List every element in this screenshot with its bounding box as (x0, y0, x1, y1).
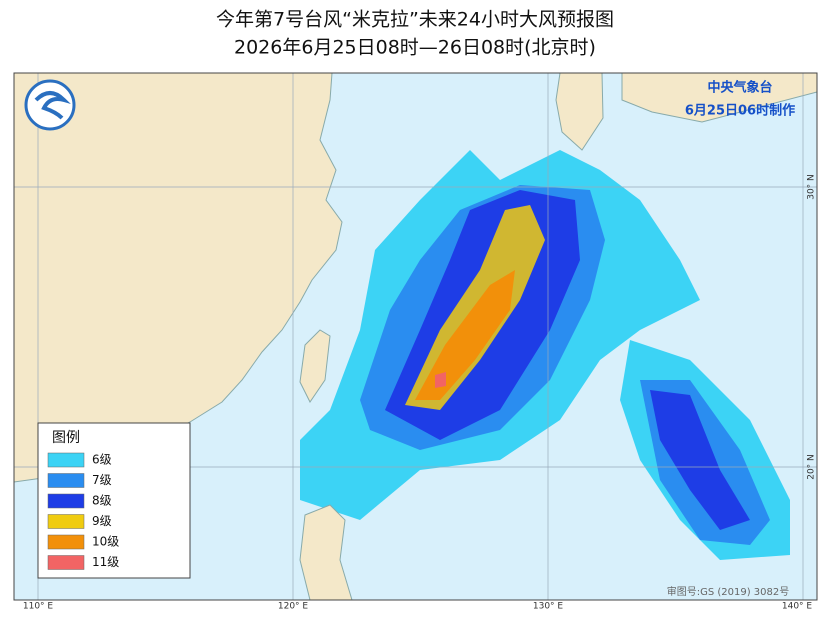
lon-label: 130° E (533, 602, 564, 612)
legend: 图例 6级 7级 8级 9级 10级 11级 (37, 422, 191, 579)
legend-swatch (47, 514, 85, 529)
wind-swath (415, 270, 515, 400)
legend-swatch (47, 493, 85, 509)
issued: 6月25日06时制作 (685, 103, 795, 119)
map-frame (13, 72, 818, 601)
agency: 中央气象台 (707, 80, 772, 96)
lon-label: 110° E (23, 602, 54, 612)
subtitle: 2026年6月25日08时—26日08时(北京时) (234, 37, 596, 59)
legend-label: 10级 (92, 535, 119, 549)
logo-mark (34, 91, 71, 120)
japan (621, 73, 817, 123)
korea (555, 73, 604, 151)
legend-swatch (47, 452, 85, 468)
lon-label: 120° E (278, 602, 309, 612)
legend-label: 6级 (92, 453, 112, 467)
taiwan (299, 329, 331, 403)
legend-label: 7级 (92, 473, 112, 487)
legend-label: 9级 (92, 514, 112, 528)
wind-swath (435, 372, 446, 388)
luzon (299, 504, 353, 600)
map (14, 73, 817, 600)
lon-label: 140° E (782, 602, 813, 612)
legend-swatch (47, 473, 85, 488)
legend-swatch (47, 555, 85, 570)
legend-title: 图例 (52, 430, 80, 446)
wind-swath (650, 390, 750, 530)
legend-swatch (47, 534, 85, 550)
logo (24, 79, 76, 131)
legend-label: 11级 (92, 555, 119, 569)
wind-swaths (300, 150, 790, 560)
lat-label: 20° N (807, 454, 817, 480)
approval: 审图号:GS (2019) 3082号 (667, 585, 790, 598)
lat-label: 30° N (807, 174, 817, 200)
legend-label: 8级 (92, 494, 112, 508)
title: 今年第7号台风“米克拉”未来24小时大风预报图 (216, 9, 614, 31)
graticule (14, 73, 817, 600)
